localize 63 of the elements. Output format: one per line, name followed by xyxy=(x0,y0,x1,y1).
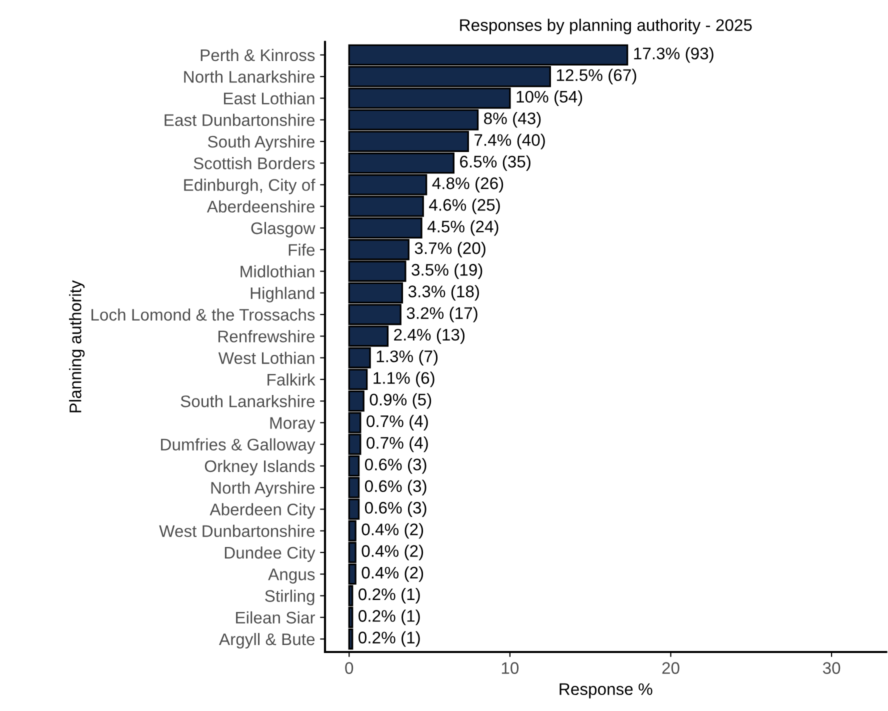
y-axis-title: Planning authority xyxy=(69,280,85,412)
y-tick-label: Eilean Siar xyxy=(236,611,316,624)
data-label: 0.6% (3) xyxy=(364,480,426,496)
y-tick-label: Edinburgh, City of xyxy=(184,178,316,194)
data-label: 0.7% (4) xyxy=(366,414,428,430)
data-label: 10% (54) xyxy=(516,90,582,106)
x-tick-label: 20 xyxy=(662,662,680,674)
y-tick-label: Perth & Kinross xyxy=(200,48,315,62)
x-tick-label: 10 xyxy=(502,662,519,674)
data-label: 8% (43) xyxy=(484,112,541,128)
x-tick-label: 30 xyxy=(822,662,840,674)
data-label: 2.4% (13) xyxy=(394,328,464,344)
data-label: 0.4% (2) xyxy=(362,544,424,560)
y-tick-label: Midlothian xyxy=(240,265,314,278)
data-label: 0.4% (2) xyxy=(362,566,424,582)
y-tick-label: Dundee City xyxy=(224,546,316,562)
y-tick-label: East Dunbartonshire xyxy=(164,114,315,126)
data-label: 7.4% (40) xyxy=(474,134,545,150)
y-tick-label: Angus xyxy=(268,568,315,584)
y-tick-label: Renfrewshire xyxy=(218,330,315,342)
y-tick-label: Stirling xyxy=(265,590,314,606)
y-tick-label: Moray xyxy=(270,417,316,432)
x-axis-title: Response % xyxy=(560,683,652,698)
y-tick-label: South Lanarkshire xyxy=(180,395,315,408)
y-tick-label: North Ayrshire xyxy=(211,482,315,498)
y-tick-label: Aberdeenshire xyxy=(206,200,315,213)
y-tick-label: Glasgow xyxy=(251,222,316,238)
y-tick-label: Orkney Islands xyxy=(204,460,315,476)
y-tick-label: North Lanarkshire xyxy=(184,70,315,83)
data-label: 4.5% (24) xyxy=(427,220,498,236)
y-tick-label: East Lothian xyxy=(224,92,314,104)
data-label: 3.7% (20) xyxy=(414,242,486,258)
data-label: 0.2% (1) xyxy=(358,610,420,626)
data-label: 12.5% (67) xyxy=(556,68,636,84)
data-label: 6.5% (35) xyxy=(460,155,530,171)
data-label: 1.3% (7) xyxy=(376,350,438,366)
y-tick-label: Fife xyxy=(288,244,315,256)
data-label: 0.7% (4) xyxy=(366,436,428,452)
data-label: 4.6% (25) xyxy=(429,198,500,214)
data-label: 0.6% (3) xyxy=(364,458,426,474)
data-label: 1.1% (6) xyxy=(374,372,434,388)
data-label: 3.5% (19) xyxy=(412,263,482,280)
data-label: 0.2% (1) xyxy=(358,631,420,647)
data-label: 0.9% (5) xyxy=(370,393,432,409)
y-tick-label: Loch Lomond & the Trossachs xyxy=(92,308,315,321)
data-label: 0.2% (1) xyxy=(358,588,420,604)
y-tick-label: Scottish Borders xyxy=(194,157,315,170)
y-tick-label: Argyll & Bute xyxy=(218,632,315,649)
chart-title: Responses by planning authority - 2025 xyxy=(460,18,752,34)
data-label: 4.8% (26) xyxy=(432,176,504,192)
y-tick-label: Aberdeen City xyxy=(210,503,316,519)
y-tick-label: Dumfries & Galloway xyxy=(161,438,316,454)
data-label: 17.3% (93) xyxy=(634,47,714,63)
y-tick-label: South Ayrshire xyxy=(208,135,315,151)
data-label: 0.4% (2) xyxy=(362,523,424,539)
data-label: 3.2% (17) xyxy=(406,306,478,322)
y-tick-label: West Lothian xyxy=(218,352,314,364)
data-label: 0.6% (3) xyxy=(364,501,426,517)
y-tick-label: West Dunbartonshire xyxy=(159,524,315,538)
y-tick-label: Highland xyxy=(250,286,314,302)
x-tick-label: 0 xyxy=(345,662,354,674)
y-tick-label: Falkirk xyxy=(268,373,316,386)
data-label: 3.3% (18) xyxy=(408,285,479,301)
